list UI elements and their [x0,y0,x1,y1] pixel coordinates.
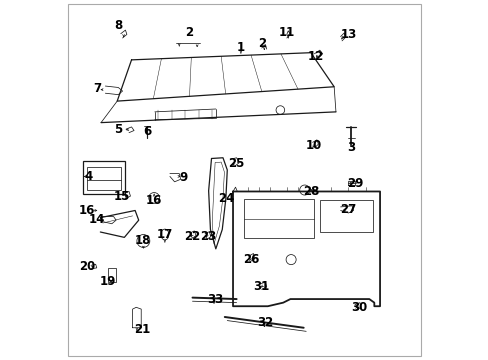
Text: 17: 17 [157,228,173,241]
Bar [83,161,125,194]
Text: 29: 29 [347,177,363,190]
Text: 13: 13 [340,28,356,41]
Text: 22: 22 [184,230,200,243]
Text: 14: 14 [88,213,105,226]
Text: 20: 20 [79,260,95,273]
Text: 9: 9 [179,171,187,184]
Text: 4: 4 [84,170,92,183]
Text: 19: 19 [99,275,116,288]
Text: 12: 12 [307,50,324,63]
Text: 15: 15 [113,190,130,203]
Text: 21: 21 [134,323,150,336]
Bar [319,200,372,232]
Text: 28: 28 [302,185,318,198]
Text: 27: 27 [340,203,356,216]
Text: 33: 33 [206,293,223,306]
Text: 3: 3 [346,141,355,154]
Text: 8: 8 [114,19,122,32]
Text: 11: 11 [278,26,294,39]
Text: 25: 25 [228,157,244,170]
Text: 18: 18 [135,234,151,247]
Text: 6: 6 [142,125,151,138]
Text: 7: 7 [93,82,102,95]
Bar [107,268,116,282]
Text: 2: 2 [184,27,193,40]
Text: 16: 16 [145,194,162,207]
Text: 31: 31 [253,280,269,293]
Text: 2: 2 [257,36,265,50]
Text: 24: 24 [217,192,234,205]
Bar [244,199,313,238]
Text: 30: 30 [350,301,366,314]
Text: 32: 32 [257,316,273,329]
Bar [87,167,121,190]
Text: 16: 16 [79,204,95,217]
Text: 5: 5 [114,123,122,136]
Text: 10: 10 [305,139,321,152]
Text: 23: 23 [200,230,216,243]
Text: 1: 1 [236,41,244,54]
Text: 26: 26 [243,253,259,266]
